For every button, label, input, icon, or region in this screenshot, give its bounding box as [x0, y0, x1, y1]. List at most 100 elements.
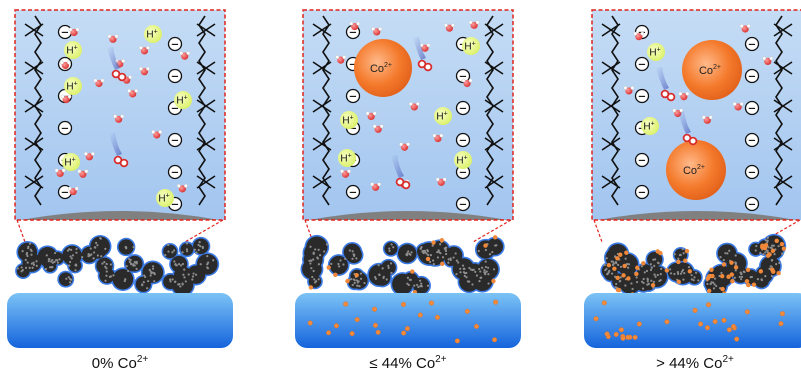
pt-nanoparticle: [47, 259, 50, 263]
water-oxygen: [470, 21, 478, 29]
carbon-support-particle: [126, 255, 143, 272]
membrane-cobalt-ion: [636, 321, 642, 327]
pt-nanoparticle: [439, 252, 442, 255]
pt-nanoparticle: [760, 278, 763, 281]
pt-nanoparticle: [726, 252, 729, 255]
pt-nanoparticle: [153, 273, 156, 276]
water-oxygen: [367, 112, 375, 121]
pt-nanoparticle: [653, 264, 656, 267]
water-hydrogen: [406, 142, 410, 147]
pt-nanoparticle: [773, 252, 776, 256]
pt-nanoparticle: [348, 249, 351, 252]
anion-sign: −: [459, 104, 467, 115]
water-hydrogen: [372, 124, 377, 129]
pt-nanoparticle: [441, 256, 445, 259]
pt-nanoparticle: [388, 247, 391, 250]
pt-nanoparticle: [463, 267, 466, 270]
zoom-inset-background: [15, 10, 225, 220]
pt-nanoparticle: [112, 274, 115, 277]
pt-nanoparticle: [325, 243, 329, 246]
pt-nanoparticle: [66, 249, 70, 252]
pt-nanoparticle: [27, 247, 30, 250]
polymer-crosslink: [484, 99, 504, 113]
water-hydrogen: [66, 60, 71, 65]
cobalt-ion-dot: [710, 273, 715, 279]
pt-nanoparticle: [642, 277, 645, 281]
pt-nanoparticle: [351, 250, 354, 253]
pt-nanoparticle: [359, 277, 363, 280]
pt-nanoparticle: [749, 276, 752, 279]
water-hydrogen: [349, 21, 354, 26]
water-hydrogen: [146, 45, 150, 50]
water-hydrogen: [442, 177, 447, 182]
pt-nanoparticle: [68, 260, 72, 264]
pt-nanoparticle: [676, 272, 680, 275]
pt-nanoparticle: [339, 259, 342, 262]
pt-nanoparticle: [142, 281, 145, 284]
water-oxygen: [61, 61, 69, 70]
pt-nanoparticle: [31, 266, 34, 269]
membrane-cobalt-ion: [349, 331, 355, 337]
pt-nanoparticle: [191, 278, 194, 281]
water-hydrogen: [370, 182, 375, 187]
cobalt-ion: [682, 40, 742, 100]
pt-nanoparticle: [28, 266, 31, 269]
oxygen-trail: [107, 47, 120, 70]
pt-nanoparticle: [89, 254, 92, 257]
pt-nanoparticle: [472, 268, 475, 271]
pt-nanoparticle: [444, 248, 447, 251]
pt-nanoparticle: [359, 272, 363, 275]
pt-nanoparticle: [478, 267, 481, 271]
water-hydrogen: [54, 168, 59, 173]
cobalt-ion-dot: [622, 263, 627, 269]
pt-nanoparticle: [654, 258, 657, 261]
water-hydrogen: [120, 114, 125, 119]
cobalt-ion-dot: [634, 271, 639, 277]
polymer-crosslink: [24, 99, 44, 113]
pt-nanoparticle: [484, 265, 488, 269]
pt-nanoparticle: [134, 261, 137, 264]
pt-nanoparticle: [468, 266, 471, 270]
zoom-inset-border: [302, 9, 514, 221]
polymer-crosslink: [484, 61, 504, 75]
polymer-crosslink: [773, 137, 793, 151]
cobalt-label: Co2+: [683, 164, 705, 177]
membrane-cobalt-ion: [372, 322, 378, 328]
pt-nanoparticle: [95, 241, 98, 244]
pt-nanoparticle: [183, 268, 186, 271]
polymer-crosslink: [24, 61, 44, 75]
water-hydrogen: [179, 51, 184, 56]
pt-nanoparticle: [68, 264, 71, 267]
water-hydrogen: [415, 102, 420, 106]
pt-nanoparticle: [171, 251, 174, 254]
membrane-cobalt-ion: [613, 331, 619, 337]
cobalt-ion-dot: [410, 269, 415, 274]
cobalt-ion-dot: [624, 250, 629, 255]
pt-nanoparticle: [436, 256, 440, 259]
sulfonate-anion: [57, 120, 73, 136]
water-hydrogen: [739, 102, 744, 106]
proton-label: H+: [146, 29, 157, 41]
water-oxygen: [434, 134, 442, 143]
pt-nanoparticle: [690, 274, 693, 277]
pt-nanoparticle: [319, 254, 322, 257]
pt-nanoparticle: [309, 262, 312, 265]
pt-nanoparticle: [123, 279, 126, 283]
water-oxygen: [400, 143, 409, 151]
pt-nanoparticle: [109, 263, 113, 266]
water-oxygen: [85, 153, 93, 161]
membrane-cobalt-ion: [726, 327, 732, 333]
pt-nanoparticle: [616, 263, 620, 267]
pt-nanoparticle: [357, 280, 360, 283]
polymer-crosslink: [773, 23, 793, 37]
membrane-cobalt-ion: [493, 299, 499, 305]
pt-nanoparticle: [407, 250, 410, 253]
water-oxygen: [140, 47, 149, 55]
membrane-cobalt-ion: [704, 325, 710, 331]
proton-ion: [144, 25, 162, 43]
pt-nanoparticle: [313, 278, 316, 281]
membrane-cobalt-ion: [417, 312, 423, 318]
pt-nanoparticle: [129, 262, 133, 265]
water-hydrogen: [158, 130, 163, 134]
pt-nanoparticle: [185, 248, 188, 251]
